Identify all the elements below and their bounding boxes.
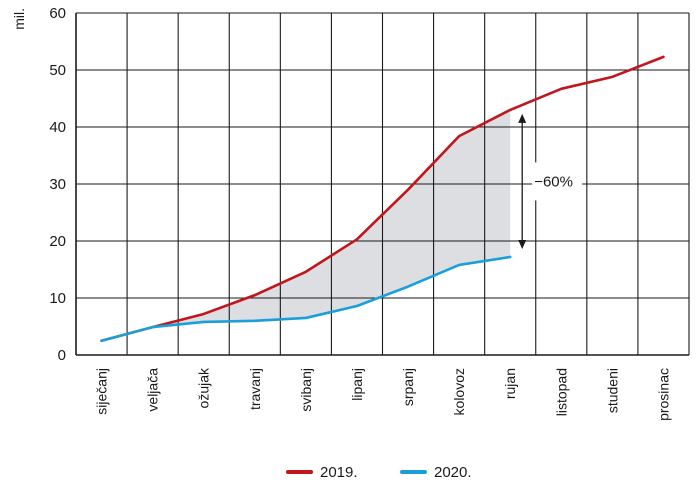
x-tick-label: kolovoz (451, 368, 467, 415)
annotation: −60% (518, 113, 583, 249)
y-tick-label: 10 (49, 290, 66, 307)
legend-label: 2020. (434, 464, 472, 481)
arrow-up-icon (518, 113, 527, 123)
x-axis: siječanj veljača ožujak travanj svibanj lipan… (94, 367, 672, 421)
x-tick-label: travanj (247, 368, 263, 410)
x-tick-label: ožujak (196, 367, 212, 408)
x-tick-label: siječanj (94, 368, 110, 415)
arrow-down-icon (518, 239, 527, 249)
y-axis-unit: mil. (11, 8, 27, 30)
grid (75, 12, 690, 356)
annotation-label: −60% (534, 173, 573, 190)
x-tick-label: rujan (502, 368, 518, 399)
y-tick-label: 50 (49, 62, 66, 79)
y-tick-label: 60 (49, 5, 66, 22)
x-tick-label: prosinac (655, 368, 671, 421)
y-tick-label: 40 (49, 119, 66, 136)
x-tick-label: svibanj (298, 368, 314, 412)
x-tick-label: srpanj (400, 368, 416, 406)
x-tick-label: veljača (145, 368, 161, 412)
gap-shading (101, 109, 511, 341)
y-tick-label: 20 (49, 233, 66, 250)
x-tick-label: studeni (604, 368, 620, 413)
y-tick-label: 30 (49, 176, 66, 193)
y-axis: 0 10 20 30 40 50 60 (49, 5, 66, 364)
annotation-label-bg (532, 162, 583, 201)
x-tick-label: lipanj (349, 368, 365, 401)
y-tick-label: 0 (58, 347, 66, 364)
series-line-0 (100, 55, 665, 343)
gap-area (101, 109, 511, 341)
series-lines (100, 55, 665, 343)
legend: 2019. 2020. (286, 464, 472, 481)
legend-label: 2019. (320, 464, 358, 481)
x-tick-label: listopad (553, 368, 569, 416)
